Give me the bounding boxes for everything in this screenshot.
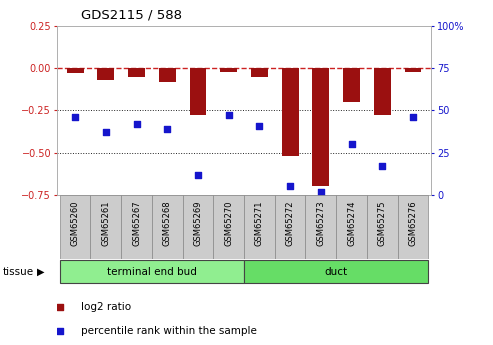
Bar <box>220 68 237 71</box>
Bar <box>244 260 428 283</box>
Bar <box>306 195 336 259</box>
Text: ▶: ▶ <box>37 267 45 277</box>
Point <box>286 184 294 189</box>
Bar <box>282 68 299 156</box>
Bar <box>98 68 114 80</box>
Bar <box>189 68 207 116</box>
Point <box>274 0 282 4</box>
Bar <box>336 195 367 259</box>
Bar <box>244 195 275 259</box>
Bar <box>91 195 121 259</box>
Text: GSM65273: GSM65273 <box>317 200 325 246</box>
Bar <box>128 68 145 77</box>
Text: GSM65261: GSM65261 <box>102 200 110 246</box>
Text: GSM65271: GSM65271 <box>255 200 264 246</box>
Bar <box>152 195 182 259</box>
Bar <box>397 195 428 259</box>
Bar <box>182 195 213 259</box>
Bar <box>60 195 91 259</box>
Bar <box>67 68 84 73</box>
Point <box>255 123 263 128</box>
Bar <box>159 68 176 82</box>
Bar <box>121 195 152 259</box>
Text: GSM65260: GSM65260 <box>70 200 80 246</box>
Point <box>378 164 386 169</box>
Point <box>163 126 171 132</box>
Text: GSM65268: GSM65268 <box>163 200 172 246</box>
Point <box>225 113 233 118</box>
Text: GSM65272: GSM65272 <box>285 200 295 246</box>
Text: GSM65276: GSM65276 <box>408 200 418 246</box>
Point <box>348 141 355 147</box>
Text: terminal end bud: terminal end bud <box>107 267 197 277</box>
Text: log2 ratio: log2 ratio <box>81 302 131 312</box>
Text: percentile rank within the sample: percentile rank within the sample <box>81 326 257 336</box>
Bar <box>313 68 329 186</box>
Point <box>102 130 110 135</box>
Bar <box>275 195 306 259</box>
Text: tissue: tissue <box>2 267 34 277</box>
Bar <box>343 68 360 102</box>
Bar <box>374 68 390 116</box>
Point <box>409 115 417 120</box>
Bar <box>251 68 268 77</box>
Point <box>317 189 325 194</box>
Text: GSM65274: GSM65274 <box>347 200 356 246</box>
Text: GSM65267: GSM65267 <box>132 200 141 246</box>
Text: GSM65269: GSM65269 <box>193 200 203 246</box>
Text: GDS2115 / 588: GDS2115 / 588 <box>81 9 182 22</box>
Text: duct: duct <box>324 267 348 277</box>
Bar <box>60 260 244 283</box>
Bar <box>404 68 422 71</box>
Point <box>71 115 79 120</box>
Bar <box>367 195 397 259</box>
Point <box>133 121 141 127</box>
Text: GSM65275: GSM65275 <box>378 200 387 246</box>
Bar <box>213 195 244 259</box>
Point <box>274 218 282 224</box>
Point <box>194 172 202 177</box>
Text: GSM65270: GSM65270 <box>224 200 233 246</box>
